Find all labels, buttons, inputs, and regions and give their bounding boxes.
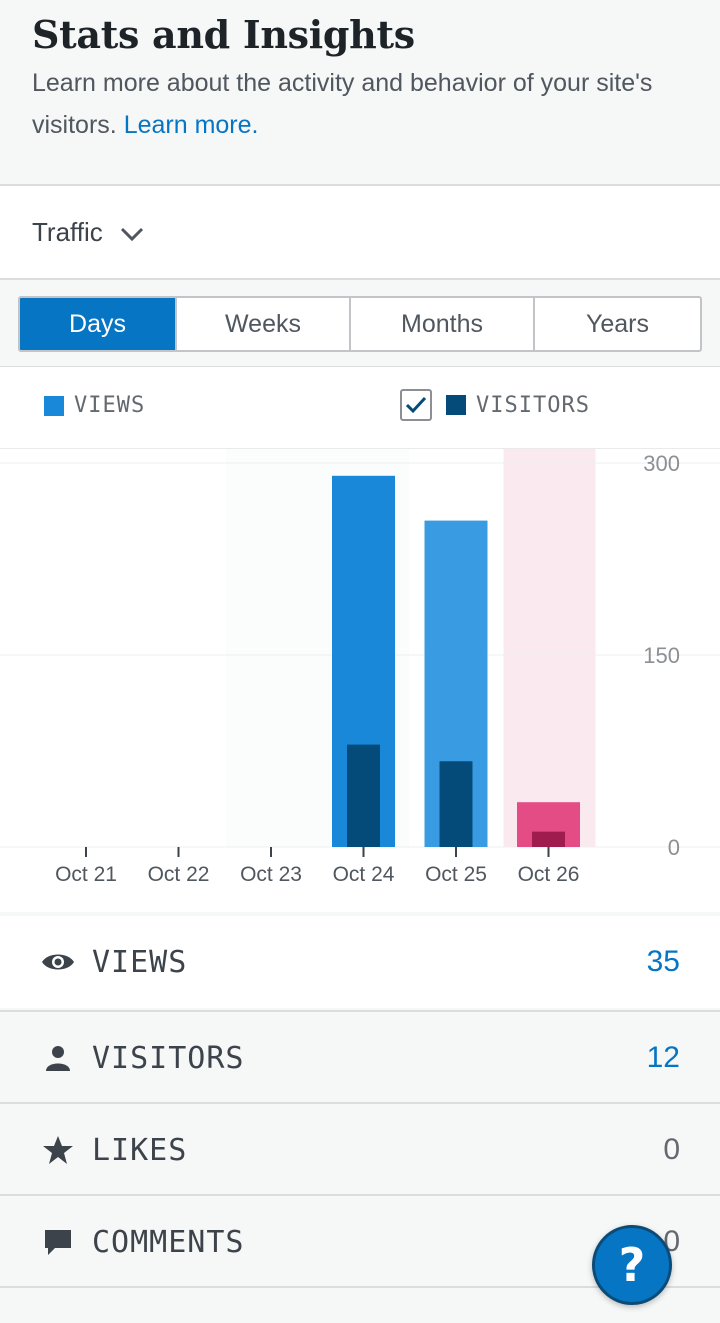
y-tick-label: 150 (643, 643, 680, 668)
person-icon (40, 1045, 76, 1071)
subtitle-text: Learn more about the activity and behavi… (32, 69, 653, 139)
period-selector: Days Weeks Months Years (18, 296, 702, 352)
y-tick-label: 0 (668, 835, 680, 860)
x-tick-label: Oct 21 (55, 863, 117, 886)
stat-value: 35 (646, 945, 680, 978)
divider (0, 1194, 720, 1196)
chart-legend: VIEWS VISITORS (0, 367, 720, 449)
visitors-bar (347, 744, 380, 847)
x-tick-label: Oct 22 (148, 863, 210, 886)
tab-weeks[interactable]: Weeks (177, 298, 351, 350)
star-icon (40, 1134, 76, 1166)
page-header: Stats and Insights Learn more about the … (0, 0, 720, 185)
legend-visitors: VISITORS (400, 389, 590, 421)
legend-visitors-label: VISITORS (476, 392, 590, 418)
legend-views: VIEWS (44, 393, 145, 418)
visitors-bar (439, 761, 473, 847)
eye-icon (40, 951, 76, 973)
stat-label: VISITORS (92, 1040, 245, 1076)
y-tick-label: 300 (643, 451, 680, 476)
legend-views-label: VIEWS (74, 393, 146, 418)
stat-label: COMMENTS (92, 1224, 245, 1260)
tab-months[interactable]: Months (351, 298, 535, 350)
page-subtitle: Learn more about the activity and behavi… (32, 62, 688, 146)
stat-row-visitors[interactable]: VISITORS 12 (0, 1012, 720, 1104)
divider (0, 1010, 720, 1012)
stat-row-likes[interactable]: LIKES 0 (0, 1104, 720, 1196)
stat-label: VIEWS (92, 944, 188, 980)
x-tick-label: Oct 23 (240, 863, 302, 886)
traffic-label: Traffic (32, 216, 103, 247)
today-background (503, 449, 596, 847)
x-tick-label: Oct 26 (518, 863, 580, 886)
divider (0, 1286, 720, 1288)
divider (0, 184, 720, 186)
stat-value: 0 (663, 1133, 680, 1166)
visitors-swatch (446, 395, 466, 415)
stat-row-comments[interactable]: COMMENTS 0 (0, 1196, 720, 1288)
stat-value: 12 (646, 1041, 680, 1074)
traffic-chart: 300 150 0 Oct 21 Oct 22 Oct 23 Oct 24 Oct 25 Oct… (0, 449, 720, 886)
comment-icon (40, 1227, 76, 1257)
page-title: Stats and Insights (32, 12, 415, 57)
divider (0, 1102, 720, 1104)
traffic-dropdown[interactable]: Traffic (0, 186, 720, 278)
help-button[interactable]: ? (592, 1225, 672, 1305)
visitors-bar (532, 831, 565, 847)
tab-years[interactable]: Years (585, 309, 649, 338)
check-icon (405, 396, 427, 414)
stat-row-views[interactable]: VIEWS 35 (0, 916, 720, 1008)
x-tick-label: Oct 24 (333, 863, 395, 886)
x-tick-label: Oct 25 (425, 863, 487, 886)
stat-label: LIKES (92, 1132, 188, 1168)
views-swatch (44, 395, 64, 416)
learn-more-link[interactable]: Learn more. (123, 111, 259, 139)
divider (0, 278, 720, 280)
chart-card: VIEWS VISITORS 300 150 0 Oct 21 Oct 22 Oct 23… (0, 367, 720, 912)
tab-days[interactable]: Days (20, 298, 177, 350)
visitors-checkbox[interactable] (400, 389, 432, 421)
chevron-down-icon (120, 227, 143, 242)
